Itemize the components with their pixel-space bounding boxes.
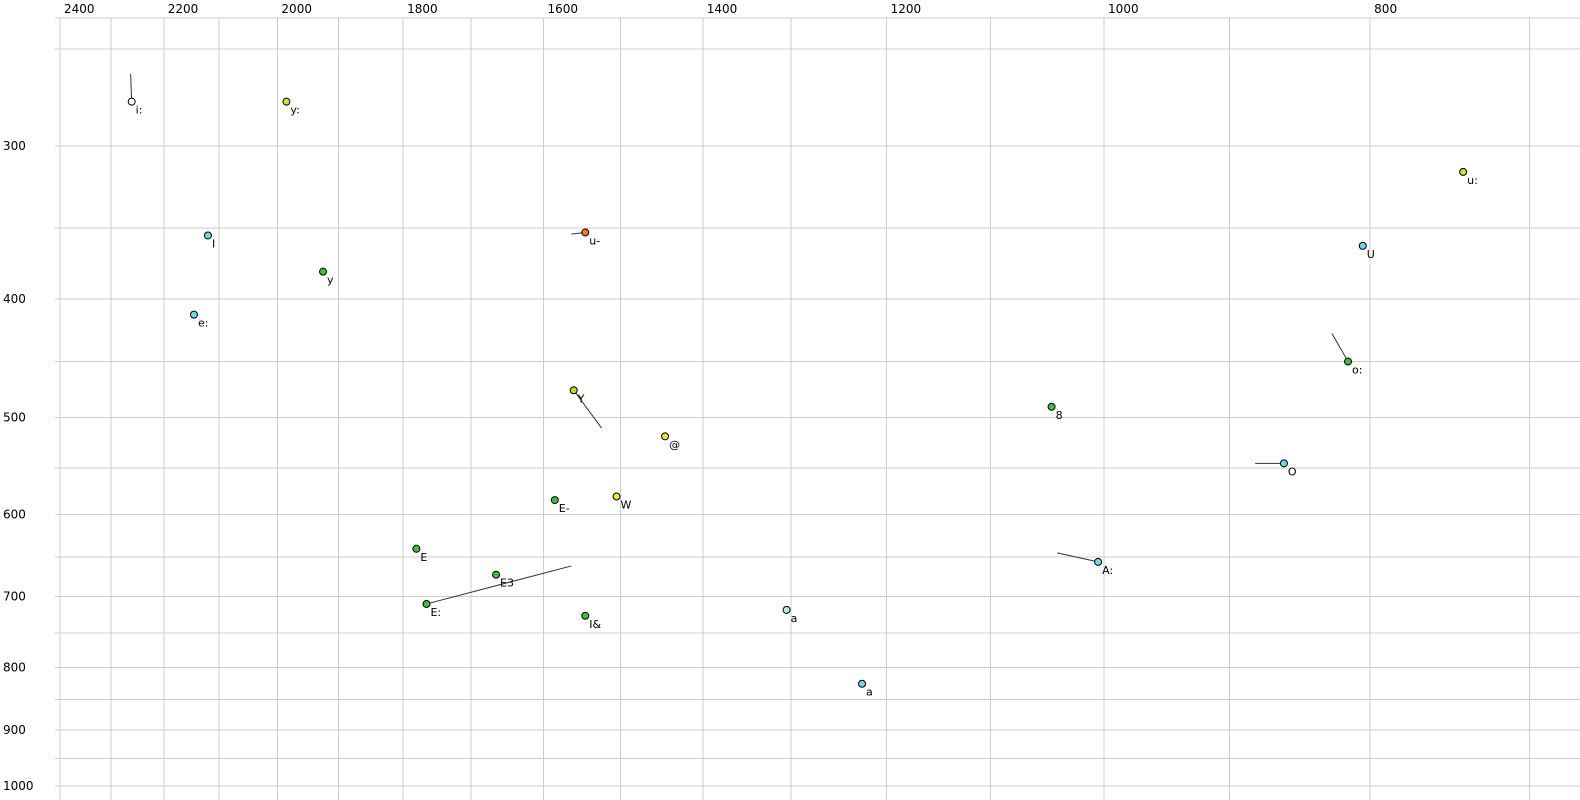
data-point: [127, 97, 136, 106]
data-point: [1358, 241, 1367, 250]
data-point: [1047, 402, 1056, 411]
data-point-label: U: [1367, 248, 1375, 261]
data-point: [1094, 557, 1103, 566]
data-point-label: E-: [559, 502, 570, 515]
data-point: [1279, 459, 1288, 468]
point-tail-line: [1057, 552, 1099, 563]
data-point-label: a: [866, 686, 873, 699]
data-point: [661, 432, 670, 441]
x-tick-label: 800: [1374, 2, 1397, 16]
y-tick-label: 500: [3, 411, 26, 425]
data-point: [412, 544, 421, 553]
data-point-label: Y: [577, 392, 585, 405]
x-tick-label: 1000: [1108, 2, 1139, 16]
data-point-label: A:: [1102, 564, 1113, 577]
point-tail-line: [573, 389, 602, 429]
y-tick-label: 600: [3, 507, 26, 521]
data-point-label: y: [327, 274, 334, 287]
point-tail-line: [1331, 333, 1349, 362]
data-point: [581, 228, 590, 237]
data-point: [782, 605, 791, 614]
data-point-label: I: [212, 237, 215, 250]
y-tick-label: 1000: [3, 779, 34, 793]
data-point: [581, 611, 590, 620]
data-point-label: a: [791, 612, 798, 625]
data-point-label: @: [669, 438, 680, 451]
data-point: [282, 97, 291, 106]
data-point: [492, 570, 501, 579]
y-tick-label: 800: [3, 660, 26, 674]
data-point: [189, 310, 198, 319]
data-point: [569, 386, 578, 395]
x-tick-label: 1400: [707, 2, 738, 16]
data-point-label: E3: [500, 577, 514, 590]
x-tick-label: 1800: [407, 2, 438, 16]
y-tick-label: 900: [3, 723, 26, 737]
data-point-label: e:: [198, 317, 208, 330]
point-tail-line: [426, 565, 572, 605]
data-point: [612, 492, 621, 501]
data-point: [550, 496, 559, 505]
x-tick-label: 1200: [891, 2, 922, 16]
x-tick-label: 2000: [281, 2, 312, 16]
y-tick-label: 400: [3, 292, 26, 306]
data-point: [1459, 167, 1468, 176]
data-point: [422, 599, 431, 608]
y-tick-label: 300: [3, 139, 26, 153]
data-point-label: u:: [1467, 174, 1478, 187]
data-point-label: O: [1288, 465, 1297, 478]
data-point-label: o:: [1352, 364, 1362, 377]
data-point: [203, 231, 212, 240]
data-point-label: E:: [430, 606, 441, 619]
data-point-label: W: [621, 498, 632, 511]
data-point: [319, 267, 328, 276]
data-point-label: u-: [589, 234, 600, 247]
point-tail-line: [130, 73, 133, 102]
data-point-label: 8: [1056, 409, 1063, 422]
data-point: [858, 679, 867, 688]
x-tick-label: 2400: [64, 2, 95, 16]
y-tick-label: 700: [3, 589, 26, 603]
data-point-label: i:: [136, 104, 143, 117]
data-point-label: y:: [290, 104, 299, 117]
x-tick-label: 1600: [548, 2, 579, 16]
data-point: [1344, 357, 1353, 366]
x-tick-label: 2200: [168, 2, 199, 16]
data-point-label: E: [420, 551, 427, 564]
data-point-label: I&: [589, 618, 601, 631]
